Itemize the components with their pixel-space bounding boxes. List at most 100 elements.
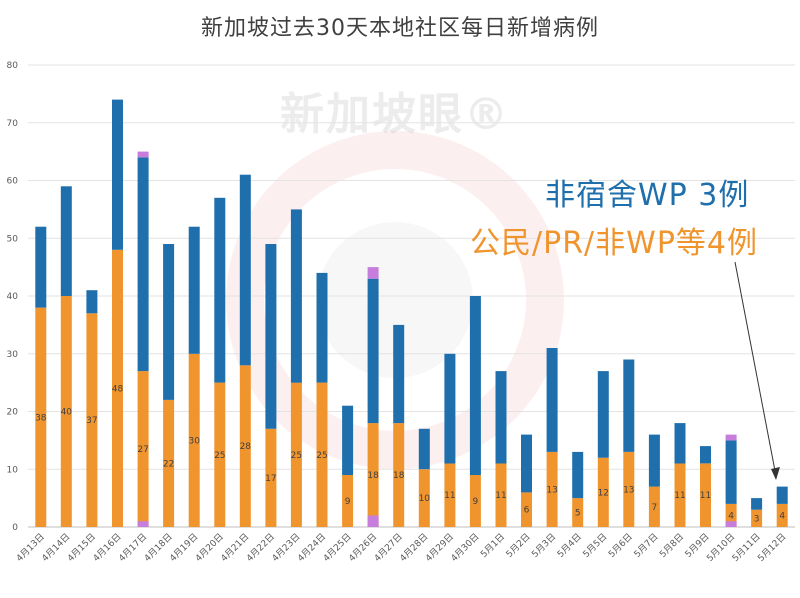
bar-blue <box>469 296 481 475</box>
x-tick-label: 5月7日 <box>632 531 661 560</box>
bar-blue <box>239 174 251 366</box>
bar-value-label: 13 <box>546 486 557 496</box>
bar-orange <box>35 307 47 527</box>
bar-blue <box>674 423 686 464</box>
bar-value-label: 17 <box>265 474 276 484</box>
x-tick-label: 5月6日 <box>606 531 635 560</box>
bar-blue <box>137 157 149 372</box>
bar-blue <box>572 451 584 499</box>
annotation-arrowhead-icon <box>771 467 780 480</box>
bar-value-label: 13 <box>623 486 634 496</box>
bar-value-label: 22 <box>163 460 174 470</box>
bar-blue <box>623 359 635 452</box>
bar-purple <box>137 151 149 158</box>
bar-value-label: 11 <box>495 491 506 501</box>
y-tick-label: 60 <box>7 177 19 187</box>
bar-orange <box>163 399 175 527</box>
bar-blue <box>163 244 175 400</box>
bar-blue <box>290 209 302 383</box>
bar-orange <box>674 463 686 527</box>
y-tick-label: 50 <box>7 234 19 244</box>
bar-blue <box>751 498 763 510</box>
bar-value-label: 11 <box>444 491 455 501</box>
bar-orange <box>265 428 277 527</box>
bar-orange <box>469 475 481 527</box>
bar-orange <box>290 382 302 527</box>
bar-value-label: 48 <box>112 384 124 394</box>
bar-blue <box>648 434 660 487</box>
bar-value-label: 30 <box>188 436 200 446</box>
bar-purple <box>725 434 737 441</box>
bar-orange <box>495 463 507 527</box>
bar-orange <box>214 382 226 527</box>
bar-value-label: 5 <box>575 509 581 519</box>
bar-orange <box>188 353 200 528</box>
bar-purple <box>137 521 149 527</box>
x-tick-label: 5月3日 <box>530 531 559 560</box>
chart-title: 新加坡过去30天本地社区每日新增病例 <box>201 16 599 41</box>
x-tick-label: 5月5日 <box>581 531 610 560</box>
bar-blue <box>316 272 328 383</box>
bar-blue <box>495 371 507 464</box>
bar-value-label: 7 <box>652 503 658 513</box>
bar-blue <box>597 371 609 458</box>
bar-blue <box>214 197 226 383</box>
bar-blue <box>112 99 123 250</box>
bar-value-label: 11 <box>674 491 685 501</box>
bar-blue <box>86 290 98 314</box>
bar-orange <box>137 371 149 527</box>
bar-blue <box>393 324 405 424</box>
bar-value-label: 37 <box>86 416 97 426</box>
bar-blue <box>342 405 354 475</box>
bar-value-label: 18 <box>393 471 405 481</box>
bar-orange <box>86 313 98 527</box>
grid-layer: 0 10 20 30 40 50 60 70 80 <box>7 61 795 533</box>
bar-orange <box>60 296 72 527</box>
bar-blue <box>725 440 737 504</box>
y-tick-label: 30 <box>7 350 19 360</box>
bar-purple <box>367 267 379 279</box>
bar-orange <box>546 451 558 527</box>
y-tick-label: 70 <box>7 119 19 129</box>
bar-blue <box>35 226 47 308</box>
bar-value-label: 6 <box>524 506 530 516</box>
bar-orange <box>521 492 532 527</box>
bar-blue <box>60 186 72 296</box>
x-tick-label: 5月2日 <box>504 531 533 560</box>
bar-orange <box>112 249 123 528</box>
bar-orange <box>751 509 763 527</box>
y-tick-label: 20 <box>7 408 19 418</box>
bar-purple <box>367 515 379 527</box>
bar-purple <box>725 521 737 527</box>
bar-blue <box>521 434 532 493</box>
bar-orange <box>367 423 379 527</box>
bar-blue <box>776 486 788 504</box>
bar-orange <box>418 469 430 528</box>
bar-blue <box>546 348 558 452</box>
annotation-blue-note: 非宿舍WP 3例 <box>545 178 750 213</box>
bar-blue <box>367 278 379 424</box>
x-tick-label: 5月8日 <box>658 531 687 560</box>
bar-orange <box>393 423 405 527</box>
bar-blue <box>188 226 200 354</box>
bar-value-label: 25 <box>291 451 302 461</box>
bar-value-label: 9 <box>473 497 479 507</box>
bar-blue <box>700 446 711 464</box>
annotation-orange-note: 公民/PR/非WP等4例 <box>470 226 758 261</box>
bar-blue <box>418 428 430 470</box>
bar-value-label: 18 <box>367 471 379 481</box>
bar-value-label: 9 <box>345 497 351 507</box>
bar-value-label: 4 <box>728 512 734 522</box>
bar-orange <box>444 463 456 527</box>
bar-value-label: 28 <box>240 442 252 452</box>
x-tick-label: 5月12日 <box>756 531 789 564</box>
bar-orange <box>623 451 635 527</box>
y-tick-label: 0 <box>12 523 18 533</box>
bar-orange <box>597 457 609 527</box>
x-tick-label: 5月4日 <box>555 531 584 560</box>
x-tick-label: 5月1日 <box>479 531 508 560</box>
bar-orange <box>700 463 711 527</box>
bar-value-label: 3 <box>754 514 760 524</box>
watermark-logo: 新加坡眼® <box>280 89 510 140</box>
